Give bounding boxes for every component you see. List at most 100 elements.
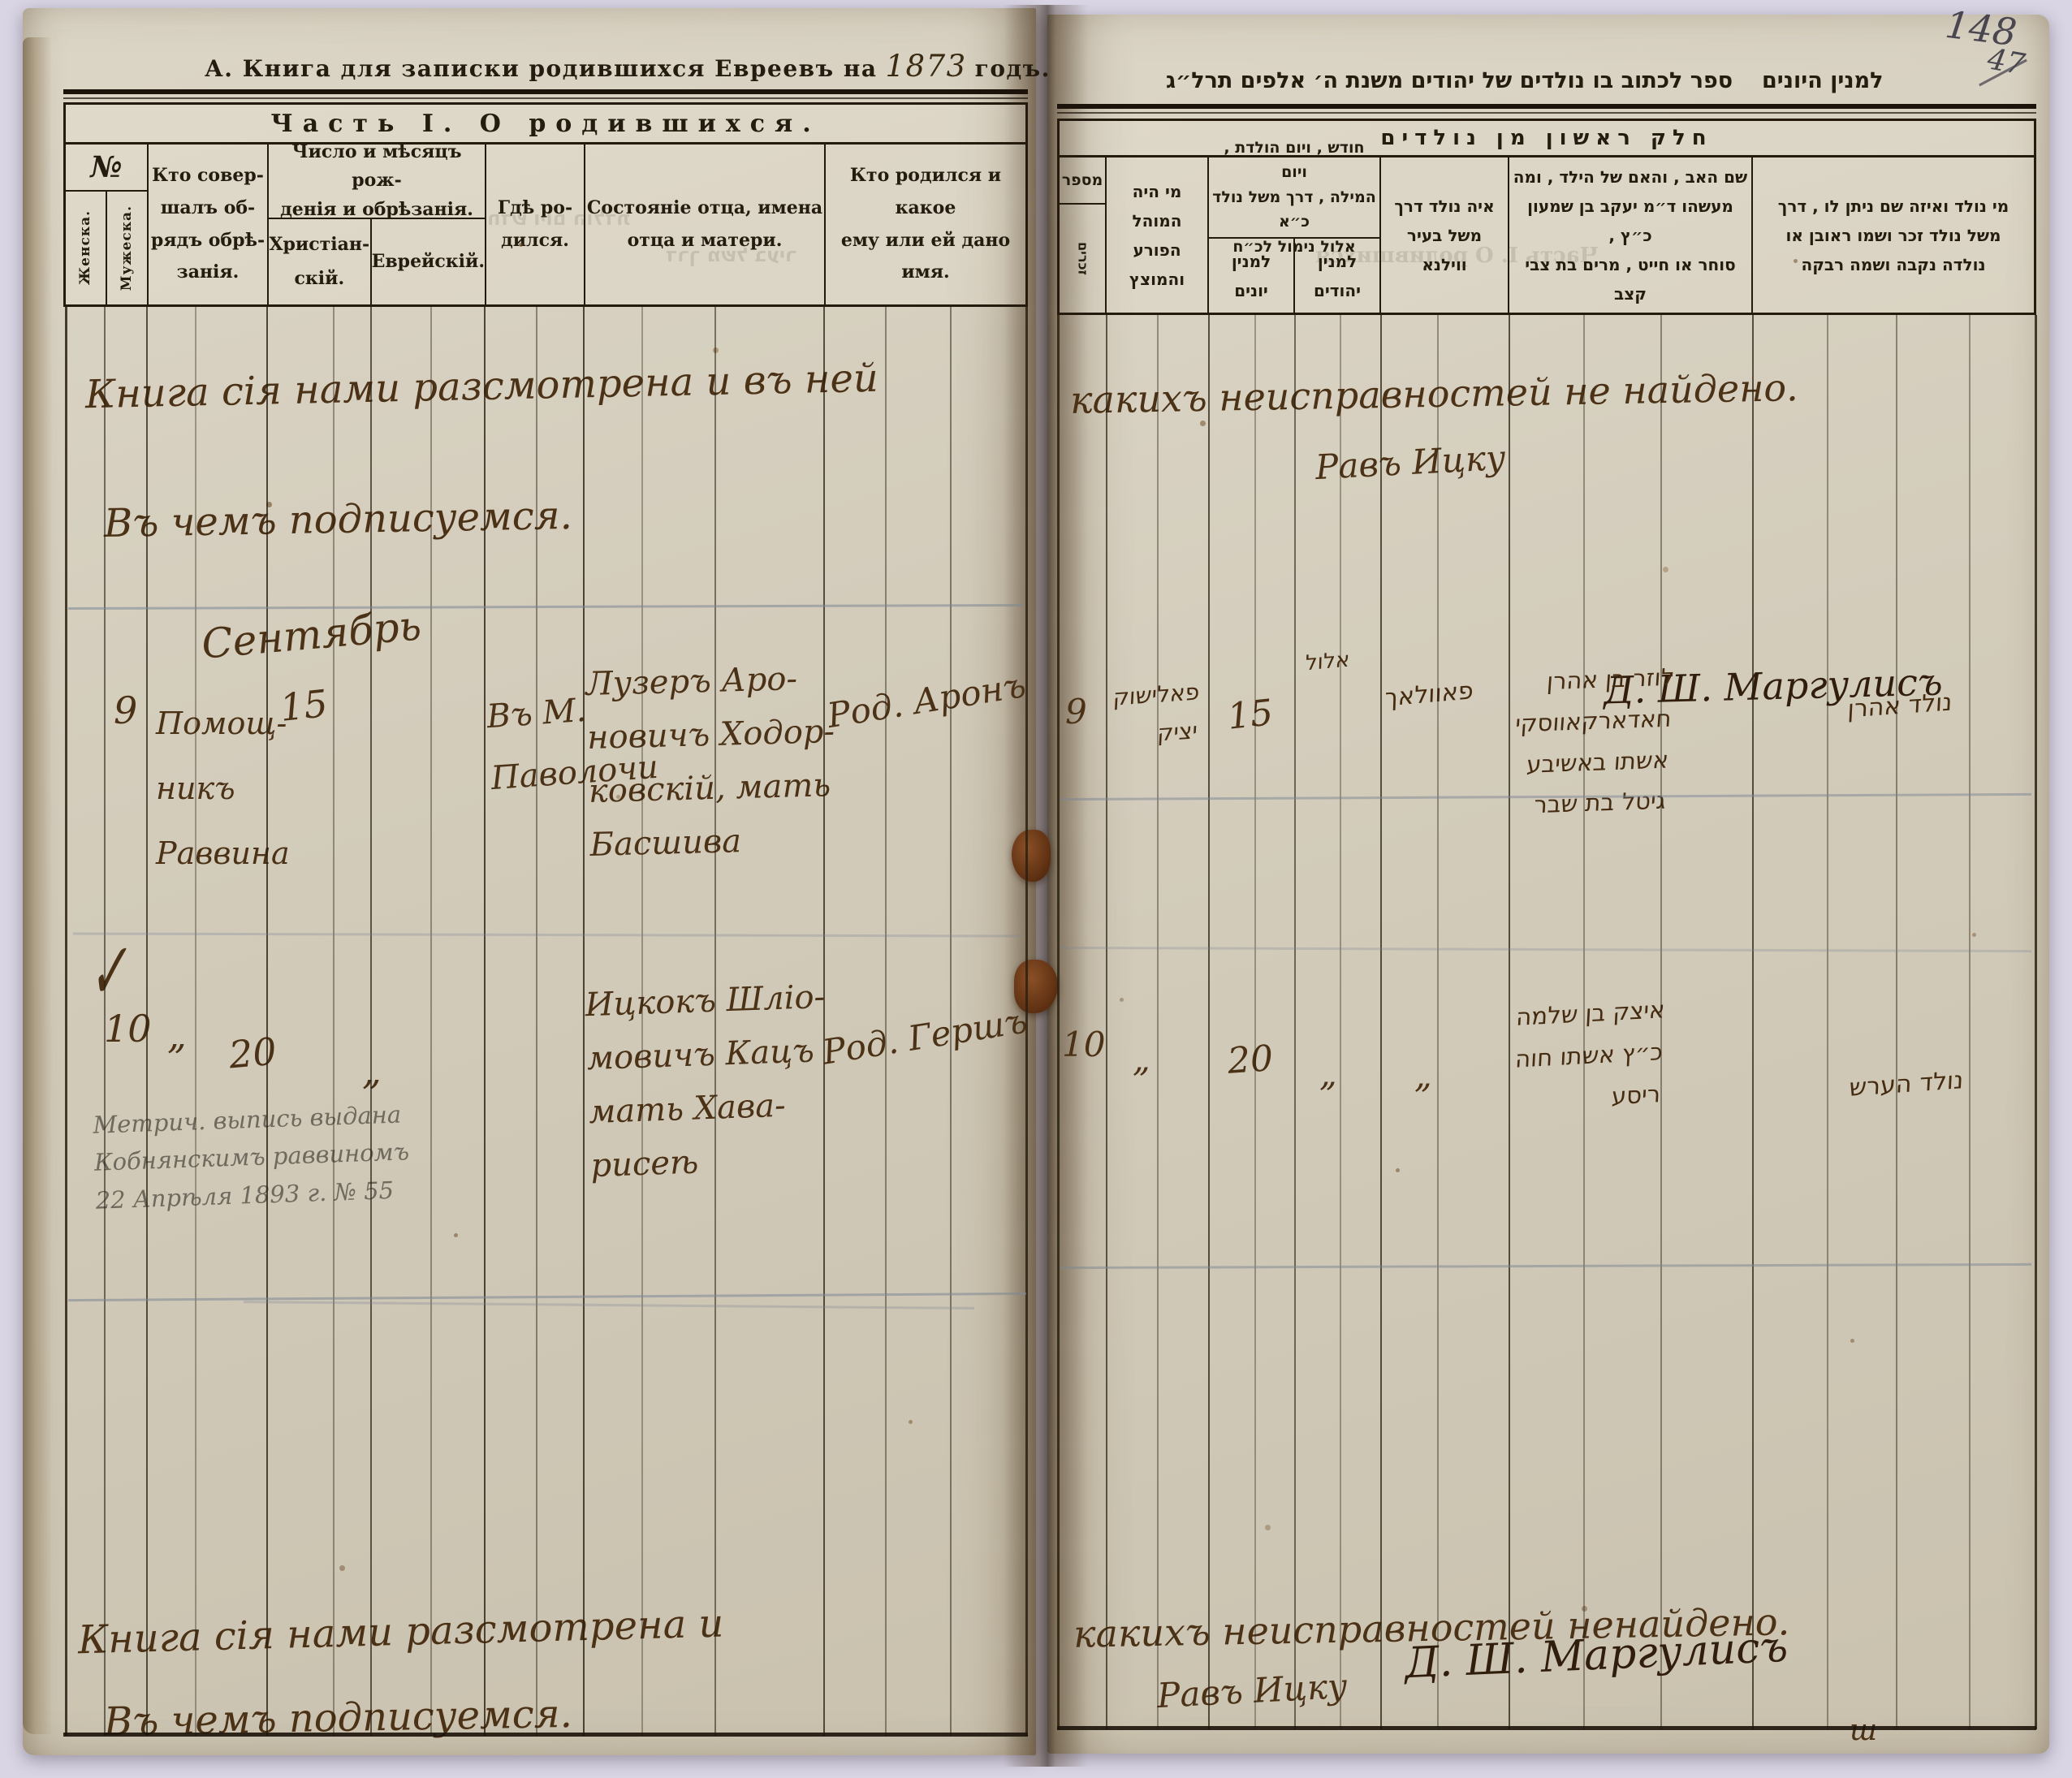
right-section-header: חלק ראשון מן נולדים: [1060, 121, 2034, 158]
table-column-line: [370, 307, 372, 1736]
table-column-line: [1254, 315, 1256, 1729]
rule-thin-left: [63, 97, 1028, 99]
table-column-line: [1057, 315, 1060, 1729]
left-column-headers: № Женска. Мужеска. Кто совер- шалъ об- р…: [66, 141, 1025, 304]
entry9-number-he: 9: [1065, 692, 1087, 731]
entry9-parents: Лузеръ Аро- новичъ Ходор- ковскій, мать …: [585, 660, 835, 864]
entry10-mohel-ditto: „: [1133, 1039, 1150, 1079]
table-column-line: [104, 307, 106, 1736]
rule-thick-right: [1057, 104, 2036, 109]
entry10-number-he: 10: [1062, 1025, 1106, 1064]
right-table-header: חלק ראשון מן נולדים מי נולד ואיזה שם נית…: [1057, 119, 2036, 315]
entry10-check-mark: ✓: [84, 926, 132, 1019]
rule-thin-right: [1057, 112, 2036, 114]
entry10-parents-he: איצק בן שלמה כ״ץ אשתו חוה ריסע: [1514, 995, 1666, 1111]
table-column-line: [950, 307, 952, 1736]
column-dates-label: Число и мѣсяцъ рож- денія и обрѣзанія.: [269, 141, 485, 220]
table-column-line: [583, 307, 585, 1736]
entry10-number: 10: [104, 1007, 152, 1051]
table-column-line: [1583, 315, 1585, 1729]
binding-stain: [1014, 960, 1058, 1013]
table-column-line: [714, 307, 716, 1736]
entry9-number: 9: [114, 688, 138, 732]
column-male: Мужеска.: [119, 205, 136, 291]
entry10-where-ditto-he: „: [1414, 1055, 1432, 1095]
table-column-line: [823, 307, 825, 1736]
table-column-line: [1752, 315, 1754, 1729]
column-dates: Число и мѣсяцъ рож- денія и обрѣзанія. Х…: [269, 141, 486, 304]
column-parents: Состояніе отца, имена отца и матери.: [585, 145, 826, 304]
column-number: № Женска. Мужеска.: [66, 145, 149, 304]
right-page-title: ספר לכתוב בו נולדים של יהודים משנת ה׳ אל…: [1166, 68, 1733, 93]
entry9-date-jewish: אלול: [1305, 647, 1350, 676]
entry10-date-greek: 20: [1226, 1038, 1275, 1082]
entry9-mohel: פאלישוק יציק: [1112, 678, 1201, 747]
column-dates-label-he: חודש , ויום הולדת , ויום המילה , דרך משל…: [1209, 139, 1379, 256]
column-date-christian: Христіан- скій.: [269, 219, 372, 304]
entry9-date-greek: 15: [1225, 692, 1276, 738]
extra-mark: ш: [1850, 1714, 1878, 1747]
table-column-line: [1509, 315, 1510, 1729]
column-number-label-he: מספר: [1060, 158, 1105, 205]
table-column-line: [146, 307, 148, 1736]
table-bottom-border: [63, 1733, 1028, 1737]
table-column-line: [1340, 315, 1341, 1729]
bleedthrough-text: דרך משל בעיר: [666, 244, 797, 266]
rule-thick-left: [63, 89, 1028, 94]
table-column-line: [1025, 307, 1028, 1736]
column-where-born: Гдѣ ро- дился.: [486, 145, 585, 304]
column-male-he: זכרים: [1075, 242, 1091, 275]
right-page-title-suffix: למנין היונים: [1762, 68, 1884, 93]
left-page-title: А. Книга для записки родившихся Евреевъ …: [205, 49, 1051, 84]
table-column-line: [1380, 315, 1382, 1729]
table-column-line: [333, 307, 335, 1736]
inspection-top-line2: Въ чемъ подписуемся.: [103, 492, 573, 547]
left-table-header: Часть I. О родившихся. № Женска. Мужеска…: [63, 102, 1028, 307]
column-mohel: מי היה המוהל הפורע והמוצץ: [1105, 158, 1207, 313]
table-column-line: [1660, 315, 1662, 1729]
paper-speckles: [0, 0, 2, 2]
column-parents-he: שם האב , והאם של הילד , ומה מעשהו ד״מ יע…: [1508, 158, 1751, 313]
entry10-margin-note: Метрич. выпись выдана Кобнянскимъ раввин…: [92, 1100, 410, 1215]
entry10-date-christian: 20: [227, 1029, 278, 1077]
column-who-born: Кто родился и какое ему или ей дано имя.: [840, 165, 1011, 283]
bleedthrough-text: Часть I. О родившихся: [1315, 244, 1599, 268]
table-bottom-border: [1057, 1726, 2036, 1730]
column-where-born-he: איה נולד דרך משל בעיר ווילנא: [1379, 158, 1508, 313]
column-female: Женска.: [77, 210, 94, 286]
table-column-line: [484, 307, 486, 1736]
right-column-headers: מי נולד ואיזה שם ניתן לו , דרך משל נולד …: [1060, 139, 2034, 313]
table-column-line: [1437, 315, 1439, 1729]
title-year-handwritten: 1873: [885, 49, 967, 84]
column-number-he: מספר זכרים: [1060, 158, 1105, 313]
column-circumciser: Кто совер- шалъ об- рядъ обрѣ- занія.: [149, 145, 269, 304]
table-column-line: [430, 307, 432, 1736]
left-section-header: Часть I. О родившихся.: [66, 105, 1025, 145]
column-who-born-he: מי נולד ואיזה שם ניתן לו , דרך משל נולד …: [1751, 158, 2034, 313]
table-column-line: [536, 307, 537, 1736]
entry10-circumciser-ditto: „: [167, 1013, 187, 1057]
title-prefix: А. Книга для записки родившихся Евреевъ …: [205, 55, 878, 82]
column-number-label: №: [66, 145, 147, 192]
entry9-circumciser: Помощ- никъ Раввина: [156, 706, 290, 871]
table-column-line: [65, 307, 67, 1736]
table-column-line: [1208, 315, 1210, 1729]
column-dates-he: חודש , ויום הולדת , ויום המילה , דרך משל…: [1207, 139, 1379, 313]
table-column-line: [1827, 315, 1828, 1729]
table-column-line: [885, 307, 887, 1736]
table-column-line: [195, 307, 196, 1736]
column-date-greek-he: למנין יונים: [1231, 251, 1271, 300]
table-column-line: [1896, 315, 1897, 1729]
page-edge-stack: [23, 37, 52, 1734]
entry9-date-christian: 15: [278, 681, 330, 730]
right-page: [1047, 15, 2049, 1754]
table-column-line: [1294, 315, 1296, 1729]
binding-stain: [1012, 830, 1051, 882]
table-column-line: [2035, 315, 2037, 1729]
inspection-bottom-line2: Въ чемъ подписуемся.: [103, 1690, 573, 1746]
column-date-jewish-he: למנין יהודים: [1293, 239, 1379, 313]
left-page: [23, 8, 1036, 1755]
column-date-jewish: Еврейскій.: [371, 250, 485, 272]
entry10-parents: Ицкокъ Шліо- мовичъ Кацъ мать Хава- рисе…: [584, 977, 826, 1185]
